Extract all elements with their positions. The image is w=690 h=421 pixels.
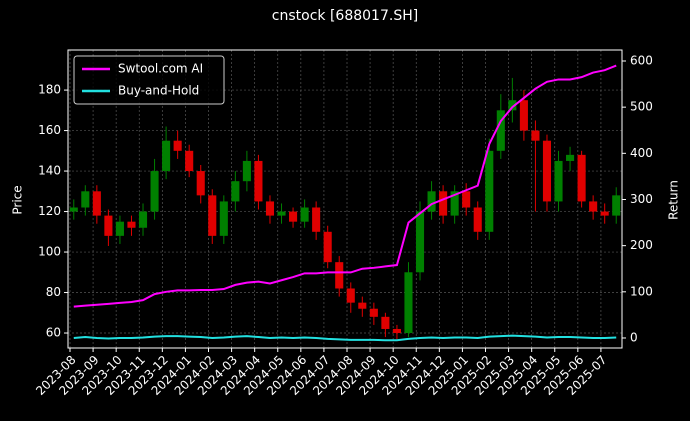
candle-body xyxy=(404,272,413,334)
candle-body xyxy=(323,231,332,263)
candle-body xyxy=(473,207,482,232)
candle-body xyxy=(392,328,401,334)
y2-tick-label: 200 xyxy=(630,238,653,252)
y-tick-label: 160 xyxy=(38,123,61,137)
candle-body xyxy=(104,215,113,236)
candle-body xyxy=(138,211,148,228)
candle-body xyxy=(346,288,355,303)
candle-body xyxy=(485,150,494,232)
candle-body xyxy=(277,211,286,216)
y2-tick-label: 400 xyxy=(630,146,653,160)
candle-body xyxy=(219,201,228,236)
y2-tick-label: 300 xyxy=(630,192,653,206)
candle-body xyxy=(127,221,136,228)
candle-body xyxy=(69,207,78,212)
y2-tick-label: 500 xyxy=(630,100,653,114)
legend-label: Buy-and-Hold xyxy=(118,84,199,98)
candle-body xyxy=(508,100,517,111)
candle-body xyxy=(600,211,609,216)
candle-body xyxy=(242,160,251,182)
y-axis-label: Price xyxy=(11,185,25,214)
candle-body xyxy=(300,207,309,222)
y2-tick-label: 100 xyxy=(630,284,653,298)
candle-body xyxy=(519,100,528,131)
series-line xyxy=(73,334,617,342)
candle-body xyxy=(162,140,171,172)
candle-body xyxy=(369,308,378,317)
candle-body xyxy=(265,201,275,216)
candle-body xyxy=(415,211,425,273)
y2-axis-label: Return xyxy=(667,180,681,220)
candle-body xyxy=(173,140,182,151)
candle-body xyxy=(566,154,575,161)
y-tick-label: 120 xyxy=(38,204,61,218)
chart-title: cnstock [688017.SH] xyxy=(272,8,418,24)
candle-body xyxy=(439,191,448,216)
candle-body xyxy=(92,191,101,216)
candle-body xyxy=(427,191,436,212)
y-tick-label: 80 xyxy=(46,285,61,299)
series-line xyxy=(73,64,617,308)
candle-body xyxy=(115,221,124,236)
y-tick-label: 100 xyxy=(38,245,61,259)
candle-body xyxy=(289,211,298,222)
candle-body xyxy=(312,207,321,232)
y-tick-label: 180 xyxy=(38,83,61,97)
candle-body xyxy=(589,201,598,212)
candle-body xyxy=(450,191,459,216)
candle-body xyxy=(612,195,621,216)
candle-body xyxy=(542,140,552,202)
legend-box xyxy=(73,55,225,105)
legend-label: Swtool.com AI xyxy=(118,62,203,76)
candle-body xyxy=(335,262,344,289)
candle-body xyxy=(554,160,563,202)
candle-body xyxy=(496,110,505,151)
plot-frame xyxy=(67,49,623,349)
candle-body xyxy=(150,171,159,212)
y-tick-label: 60 xyxy=(46,326,61,340)
candle-body xyxy=(196,171,205,196)
candle-body xyxy=(231,181,240,202)
candle-body xyxy=(577,154,586,202)
candle-body xyxy=(185,150,194,172)
candle-body xyxy=(208,195,217,236)
y2-tick-label: 600 xyxy=(630,53,653,67)
y-tick-label: 140 xyxy=(38,164,61,178)
candle-body xyxy=(462,191,471,208)
y2-tick-label: 0 xyxy=(630,330,638,344)
candle-body xyxy=(531,130,540,141)
candle-body xyxy=(81,191,90,208)
candle-body xyxy=(358,302,367,309)
candle-body xyxy=(381,316,390,329)
candle-body xyxy=(254,160,263,202)
